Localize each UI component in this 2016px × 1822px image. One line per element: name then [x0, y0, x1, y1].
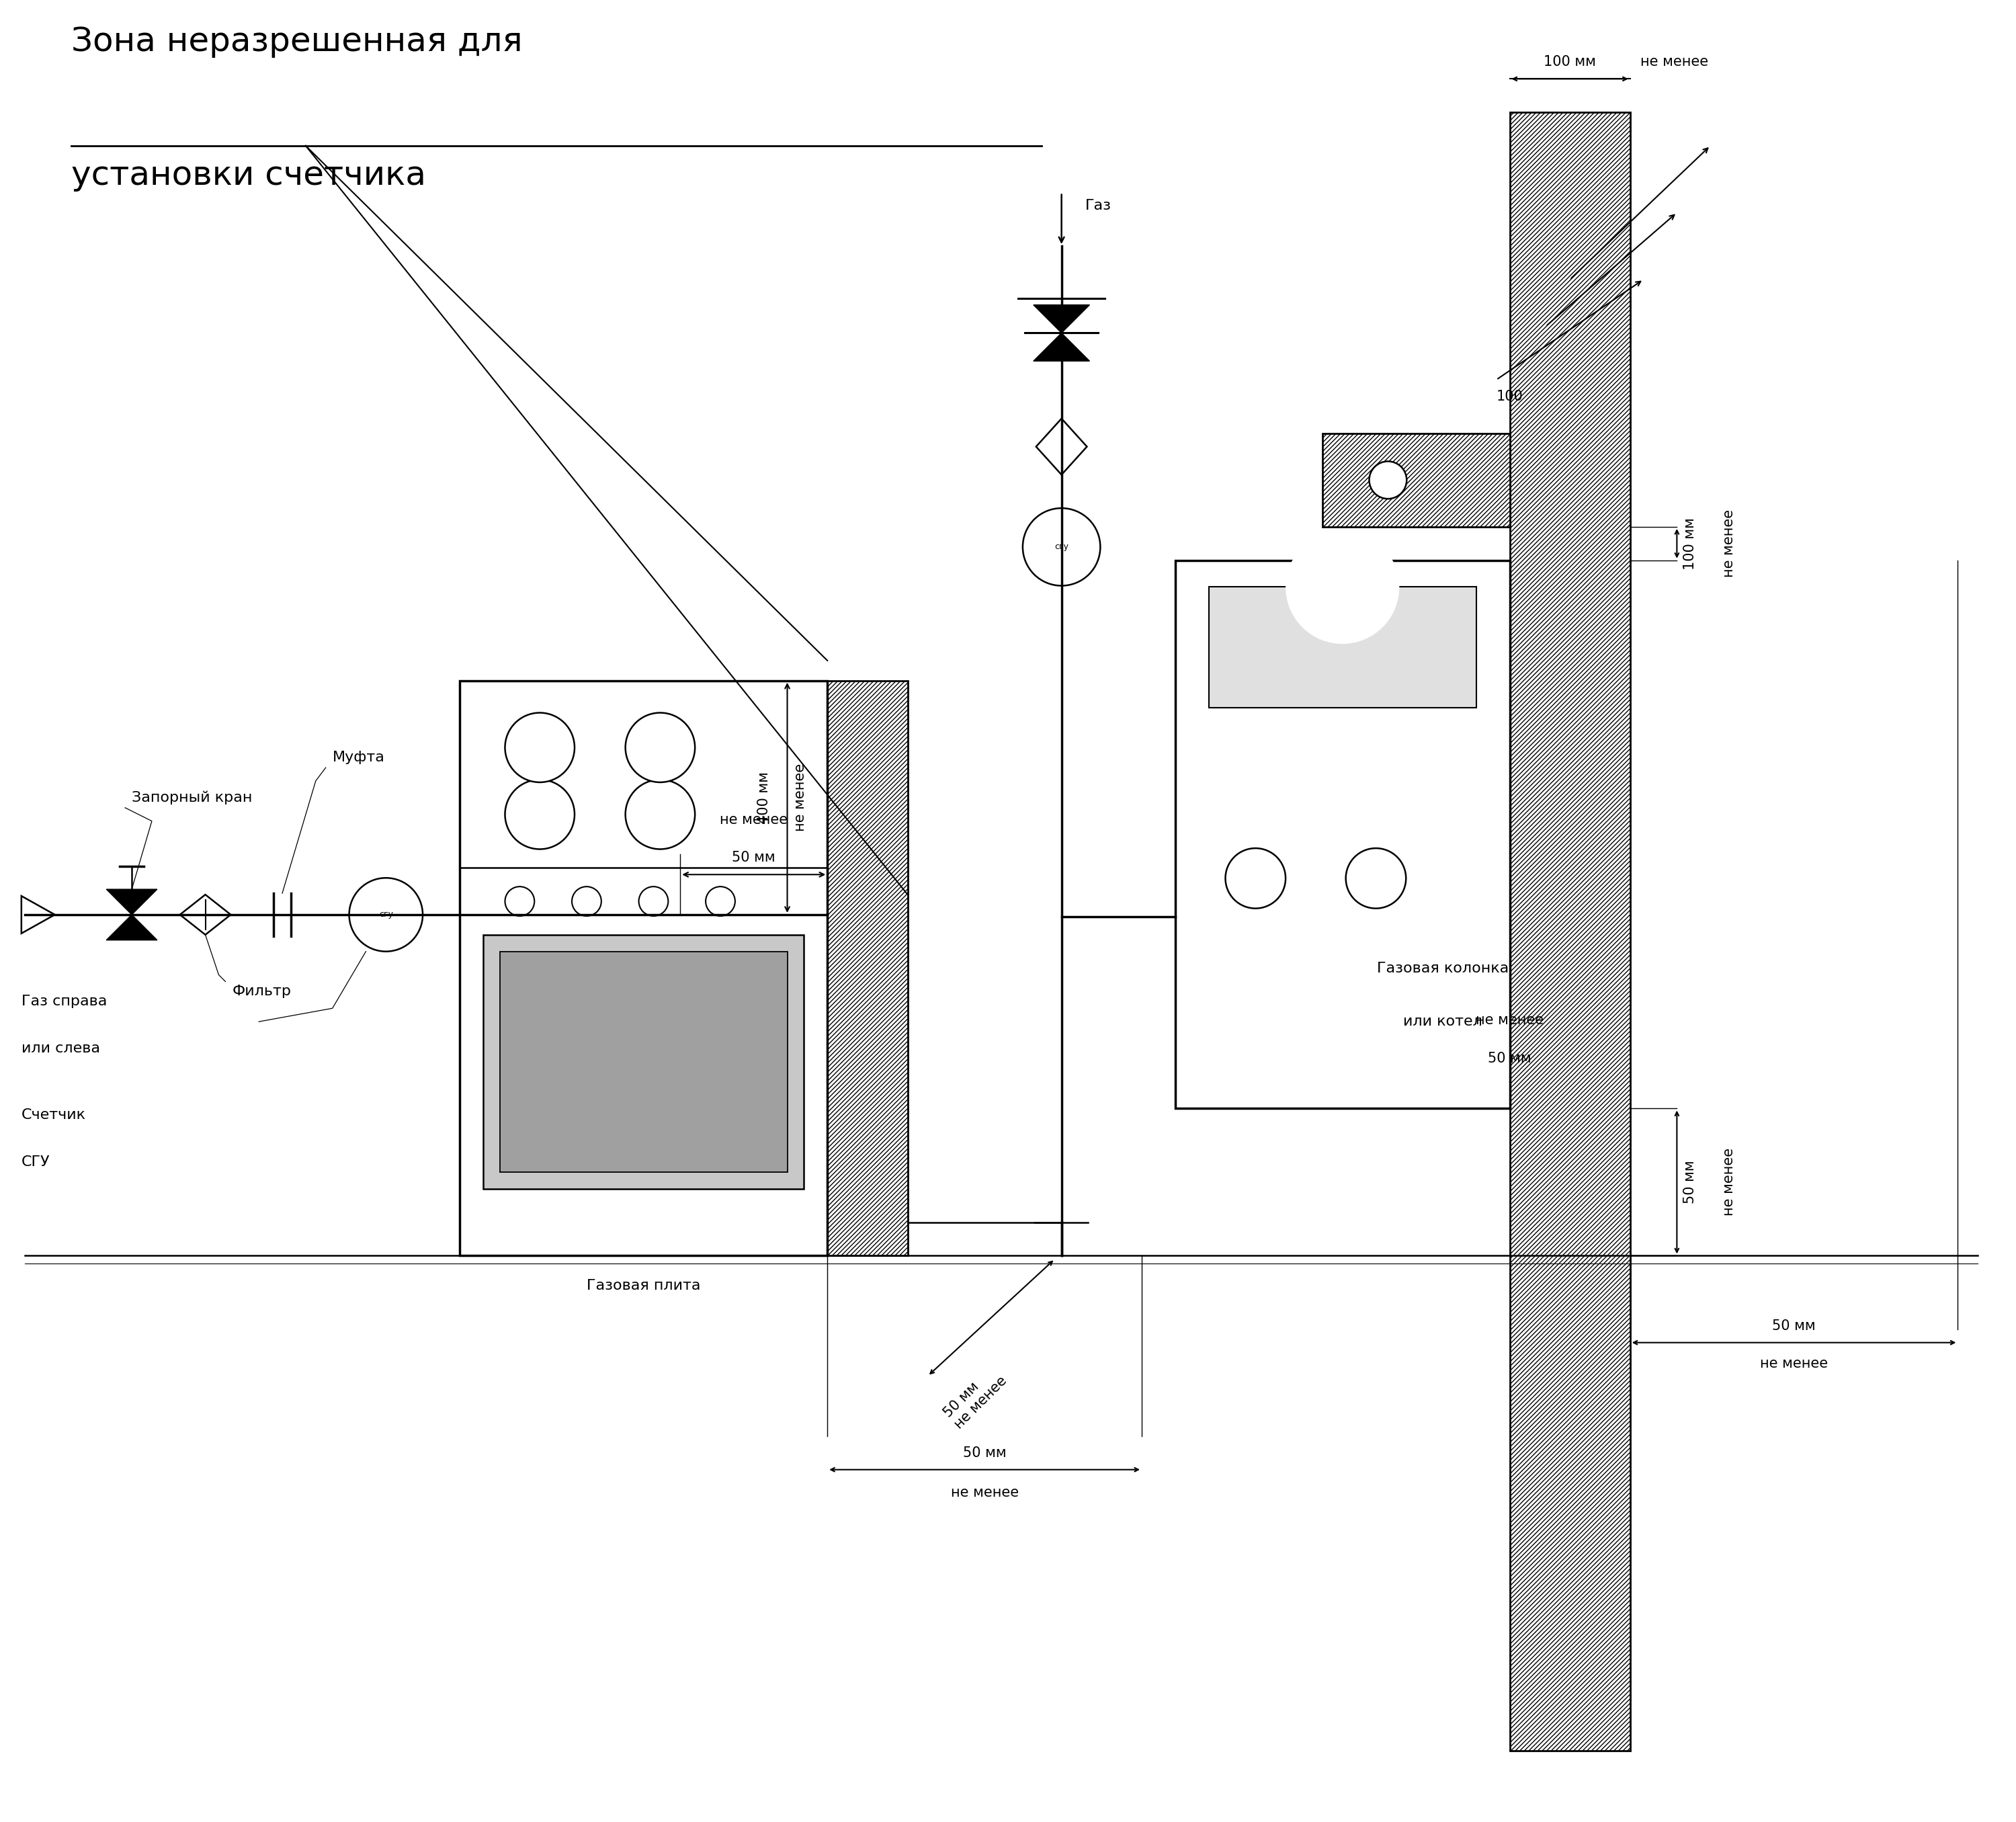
Text: не менее: не менее — [720, 813, 788, 827]
Circle shape — [573, 887, 601, 916]
Text: 50 мм
не менее: 50 мм не менее — [941, 1363, 1010, 1432]
Text: Зона неразрешенная для: Зона неразрешенная для — [71, 26, 522, 58]
Text: не менее: не менее — [794, 763, 806, 831]
Bar — [460, 681, 827, 1255]
Circle shape — [706, 887, 736, 916]
Bar — [1175, 561, 1510, 1108]
Polygon shape — [179, 895, 230, 935]
Circle shape — [1226, 849, 1286, 909]
Text: не менее: не менее — [1476, 1013, 1544, 1028]
Polygon shape — [1034, 333, 1089, 361]
Circle shape — [1369, 461, 1407, 499]
Circle shape — [1022, 508, 1101, 585]
Text: не менее: не менее — [1760, 1357, 1829, 1370]
Text: Газовая колонка: Газовая колонка — [1377, 962, 1508, 975]
Text: Счетчик: Счетчик — [22, 1108, 87, 1122]
Text: 50 мм: 50 мм — [964, 1447, 1006, 1459]
Circle shape — [625, 712, 696, 782]
Text: 50 мм: 50 мм — [1488, 1051, 1532, 1066]
Circle shape — [1286, 530, 1399, 643]
Text: 100: 100 — [1496, 390, 1522, 403]
Text: сгу: сгу — [1054, 543, 1068, 552]
Bar — [827, 681, 907, 1255]
Text: 100 мм: 100 мм — [1544, 55, 1597, 69]
Text: сгу: сгу — [379, 911, 393, 918]
Text: 50 мм: 50 мм — [732, 851, 776, 864]
Polygon shape — [1034, 304, 1089, 333]
Text: не менее: не менее — [1722, 510, 1736, 578]
Bar — [1322, 434, 1510, 527]
Text: Фильтр: Фильтр — [232, 986, 290, 998]
Text: 100 мм: 100 мм — [1683, 517, 1697, 570]
Text: не менее: не менее — [952, 1487, 1018, 1500]
Text: Запорный кран: Запорный кран — [131, 791, 252, 804]
Bar — [484, 935, 804, 1188]
Polygon shape — [107, 915, 157, 940]
Circle shape — [349, 878, 423, 951]
Text: установки счетчика: установки счетчика — [71, 159, 425, 191]
Bar — [500, 951, 788, 1172]
Polygon shape — [1036, 419, 1087, 476]
Text: Муфта: Муфта — [333, 751, 385, 763]
Bar — [1210, 587, 1476, 707]
Text: не менее: не менее — [1641, 55, 1708, 69]
Circle shape — [639, 887, 667, 916]
Bar — [1510, 113, 1631, 1751]
Text: 400 мм: 400 мм — [758, 771, 770, 824]
Text: не менее: не менее — [1722, 1148, 1736, 1215]
Text: Газовая плита: Газовая плита — [587, 1279, 700, 1292]
Text: 50 мм: 50 мм — [1772, 1319, 1816, 1332]
Text: Газ: Газ — [1085, 199, 1111, 213]
Circle shape — [504, 780, 575, 849]
Circle shape — [1347, 849, 1405, 909]
Text: или слева: или слева — [22, 1042, 101, 1055]
Circle shape — [504, 887, 534, 916]
Text: СГУ: СГУ — [22, 1155, 50, 1170]
Polygon shape — [107, 889, 157, 915]
Circle shape — [504, 712, 575, 782]
Text: или котел: или котел — [1403, 1015, 1482, 1028]
Text: 50 мм: 50 мм — [1683, 1161, 1697, 1204]
Circle shape — [625, 780, 696, 849]
Text: Газ справа: Газ справа — [22, 995, 107, 1008]
